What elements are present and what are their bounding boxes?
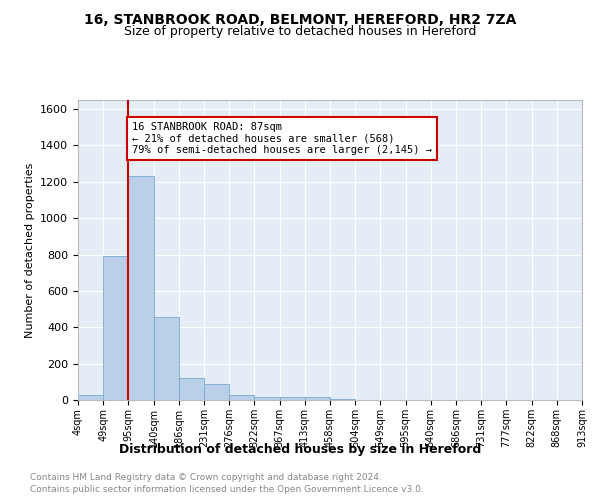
Bar (179, 378, 204, 400)
Bar (204, 384, 229, 400)
Bar (254, 398, 280, 400)
Bar (280, 398, 305, 400)
Text: Contains public sector information licensed under the Open Government Licence v3: Contains public sector information licen… (30, 485, 424, 494)
Bar (154, 318, 179, 400)
Bar (78, 394, 103, 400)
Bar (229, 394, 254, 400)
Text: 16 STANBROOK ROAD: 87sqm
← 21% of detached houses are smaller (568)
79% of semi-: 16 STANBROOK ROAD: 87sqm ← 21% of detach… (132, 122, 432, 155)
Text: 16, STANBROOK ROAD, BELMONT, HEREFORD, HR2 7ZA: 16, STANBROOK ROAD, BELMONT, HEREFORD, H… (84, 12, 516, 26)
Bar (103, 256, 128, 400)
Bar (305, 398, 330, 400)
Text: Distribution of detached houses by size in Hereford: Distribution of detached houses by size … (119, 442, 481, 456)
Text: Size of property relative to detached houses in Hereford: Size of property relative to detached ho… (124, 25, 476, 38)
Bar (128, 176, 154, 400)
Bar (330, 399, 355, 400)
Text: Contains HM Land Registry data © Crown copyright and database right 2024.: Contains HM Land Registry data © Crown c… (30, 472, 382, 482)
Y-axis label: Number of detached properties: Number of detached properties (25, 162, 35, 338)
